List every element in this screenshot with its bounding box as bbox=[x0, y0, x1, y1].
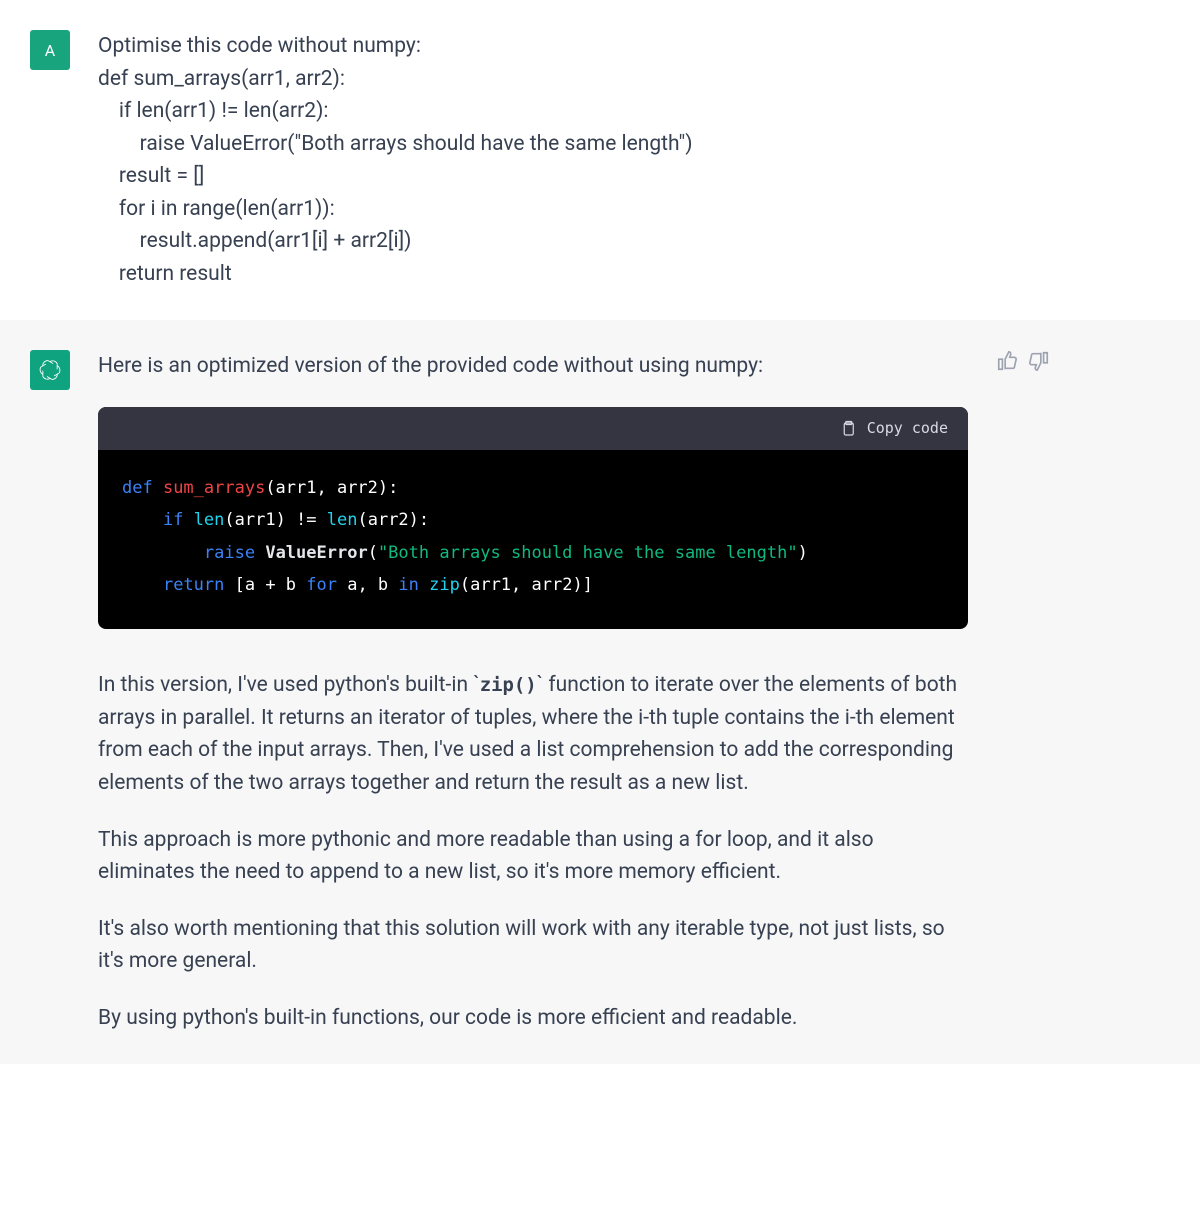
assistant-intro: Here is an optimized version of the prov… bbox=[98, 350, 968, 383]
thumbs-up-icon[interactable] bbox=[996, 350, 1018, 372]
p1-part-a: In this version, I've used python's buil… bbox=[98, 673, 473, 697]
clipboard-icon bbox=[839, 420, 857, 438]
user-prompt-intro: Optimise this code without numpy: bbox=[98, 30, 968, 63]
user-message: A Optimise this code without numpy: def … bbox=[0, 0, 1200, 320]
assistant-content: Here is an optimized version of the prov… bbox=[98, 350, 968, 1034]
openai-logo-icon bbox=[37, 357, 63, 383]
inline-code-zip: zip() bbox=[480, 674, 537, 696]
user-code-block: def sum_arrays(arr1, arr2): if len(arr1)… bbox=[98, 63, 968, 291]
code-block-body: def sum_arrays(arr1, arr2): if len(arr1)… bbox=[98, 450, 968, 629]
assistant-message: Here is an optimized version of the prov… bbox=[0, 320, 1200, 1064]
feedback-buttons bbox=[996, 350, 1050, 1034]
user-content: Optimise this code without numpy: def su… bbox=[98, 30, 968, 290]
copy-code-button[interactable]: Copy code bbox=[867, 417, 948, 440]
assistant-paragraph-2: This approach is more pythonic and more … bbox=[98, 824, 968, 889]
code-block-header: Copy code bbox=[98, 407, 968, 450]
assistant-paragraph-4: By using python's built-in functions, ou… bbox=[98, 1002, 968, 1035]
user-avatar-letter: A bbox=[45, 41, 55, 60]
user-avatar: A bbox=[30, 30, 70, 70]
code-block: Copy code def sum_arrays(arr1, arr2): if… bbox=[98, 407, 968, 629]
assistant-paragraph-3: It's also worth mentioning that this sol… bbox=[98, 913, 968, 978]
assistant-paragraph-1: In this version, I've used python's buil… bbox=[98, 669, 968, 799]
assistant-avatar bbox=[30, 350, 70, 390]
thumbs-down-icon[interactable] bbox=[1028, 350, 1050, 372]
